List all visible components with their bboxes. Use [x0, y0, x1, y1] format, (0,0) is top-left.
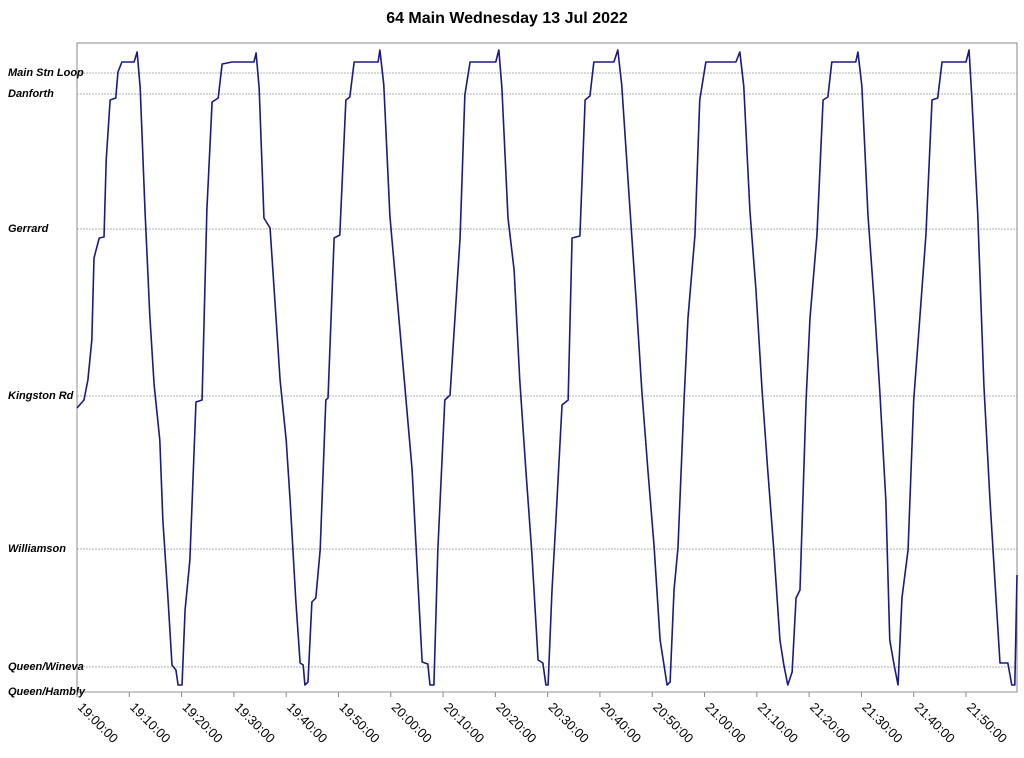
chart-title: 64 Main Wednesday 13 Jul 2022	[386, 10, 628, 27]
y-tick-label: Queen/Hambly	[8, 686, 86, 698]
x-tick-label: 19:20:00	[179, 700, 225, 746]
x-tick-label: 21:30:00	[859, 700, 905, 746]
x-tick-label: 20:30:00	[546, 700, 592, 746]
y-tick-label: Danforth	[8, 88, 54, 100]
x-tick-label: 20:20:00	[493, 700, 539, 746]
x-tick-label: 19:30:00	[232, 700, 278, 746]
y-tick-label: Queen/Wineva	[8, 661, 84, 673]
x-tick-label: 19:00:00	[75, 700, 121, 746]
y-tick-label: Main Stn Loop	[8, 67, 84, 79]
x-tick-label: 20:00:00	[389, 700, 435, 746]
x-tick-label: 21:00:00	[702, 700, 748, 746]
y-tick-label: Kingston Rd	[8, 390, 74, 402]
y-tick-label: Gerrard	[8, 223, 49, 235]
x-tick-label: 21:20:00	[807, 700, 853, 746]
x-tick-label: 20:40:00	[598, 700, 644, 746]
plot-frame	[76, 42, 1018, 693]
x-tick-label: 19:40:00	[284, 700, 330, 746]
x-tick-label: 21:10:00	[755, 700, 801, 746]
x-tick-label: 21:50:00	[964, 700, 1010, 746]
x-tick-label: 20:50:00	[650, 700, 696, 746]
x-tick-label: 19:50:00	[336, 700, 382, 746]
x-tick-label: 20:10:00	[441, 700, 487, 746]
x-tick-label: 19:10:00	[127, 700, 173, 746]
y-tick-label: Williamson	[8, 543, 66, 555]
x-tick-label: 21:40:00	[912, 700, 958, 746]
trip-line	[76, 49, 1018, 686]
